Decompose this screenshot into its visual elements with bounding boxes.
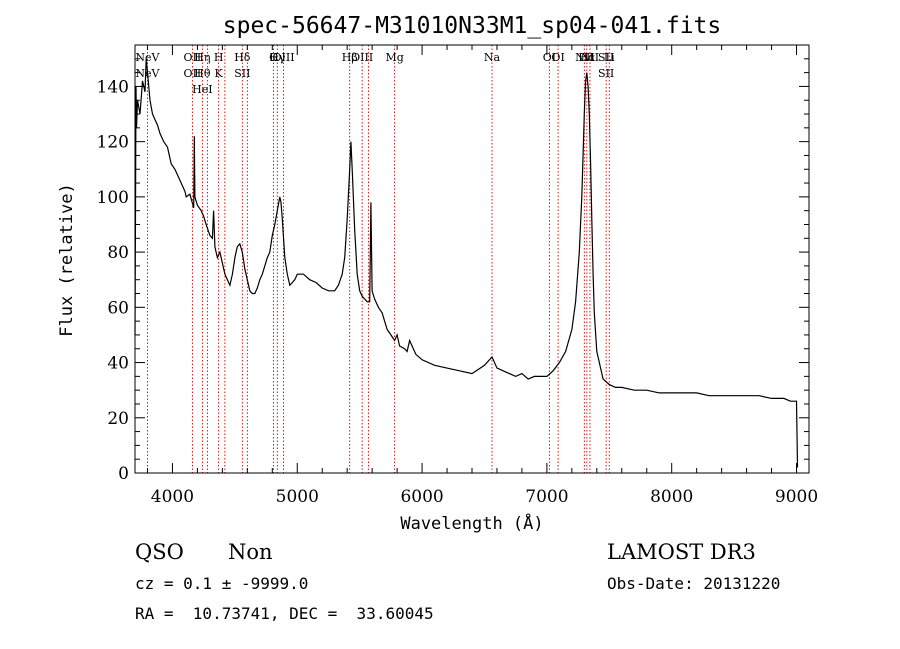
line-label: NII: [575, 51, 593, 64]
line-label: SII: [598, 67, 614, 80]
redshift-line: cz = 0.1 ± -9999.0: [135, 574, 308, 593]
line-label: Mg: [385, 51, 403, 64]
survey-label: LAMOST DR3: [607, 540, 756, 564]
line-label: OIII: [272, 51, 294, 64]
line-label: Na: [484, 51, 501, 64]
y-tick-label: 60: [107, 298, 129, 318]
x-tick-label: 9000: [775, 487, 818, 507]
y-tick-label: 20: [107, 409, 129, 429]
line-label: G: [269, 51, 278, 64]
x-axis-label: Wavelength (Å): [400, 512, 543, 534]
line-label: OI: [543, 51, 556, 64]
emission-line-markers: [147, 45, 610, 473]
line-label: Hη: [194, 51, 210, 64]
line-label: OII: [184, 67, 202, 80]
x-tick-label: 5000: [276, 487, 319, 507]
line-label: HeI: [192, 83, 212, 96]
line-label: NeV: [135, 51, 160, 64]
line-label: NII: [581, 51, 599, 64]
y-tick-label: 140: [97, 77, 129, 97]
x-tick-label: 6000: [400, 487, 443, 507]
line-label: H: [214, 51, 224, 64]
y-tick-label: 0: [118, 464, 129, 484]
x-tick-label: 7000: [525, 487, 568, 507]
line-label: K: [215, 67, 224, 80]
plot-frame: [134, 44, 810, 474]
line-label: SII: [234, 67, 250, 80]
subclass-label: Non: [228, 540, 273, 564]
y-axis-ticks: 0 20 40 60 80 100 120 140: [97, 58, 809, 484]
line-label: OI: [551, 51, 564, 64]
obs-date: Obs-Date: 20131220: [607, 574, 780, 593]
spectrum-line: [134, 58, 799, 468]
line-label: Hδ: [234, 51, 251, 64]
y-tick-label: 80: [107, 243, 129, 263]
line-label: Hα: [578, 51, 596, 64]
y-axis-label: Flux (relative): [57, 183, 77, 337]
line-label: Hβ: [342, 51, 358, 64]
line-label: Hθ: [194, 67, 211, 80]
y-tick-label: 120: [97, 133, 129, 153]
line-label: Hγ: [269, 51, 286, 64]
line-label: Li: [604, 51, 615, 64]
chart-title: spec-56647-M31010N33M1_sp04-041.fits: [223, 13, 722, 39]
x-tick-label: 8000: [650, 487, 693, 507]
ra-dec-line: RA = 10.73741, DEC = 33.60045: [135, 604, 434, 623]
x-axis-ticks: 4000 5000 6000 7000 8000 9000: [146, 45, 818, 507]
line-label: OII: [184, 51, 202, 64]
line-label: OIII: [351, 51, 373, 64]
class-label: QSO: [135, 540, 184, 564]
line-label: SII: [598, 51, 614, 64]
x-tick-label: 4000: [151, 487, 194, 507]
y-tick-label: 40: [107, 354, 129, 374]
y-tick-label: 100: [97, 188, 129, 208]
